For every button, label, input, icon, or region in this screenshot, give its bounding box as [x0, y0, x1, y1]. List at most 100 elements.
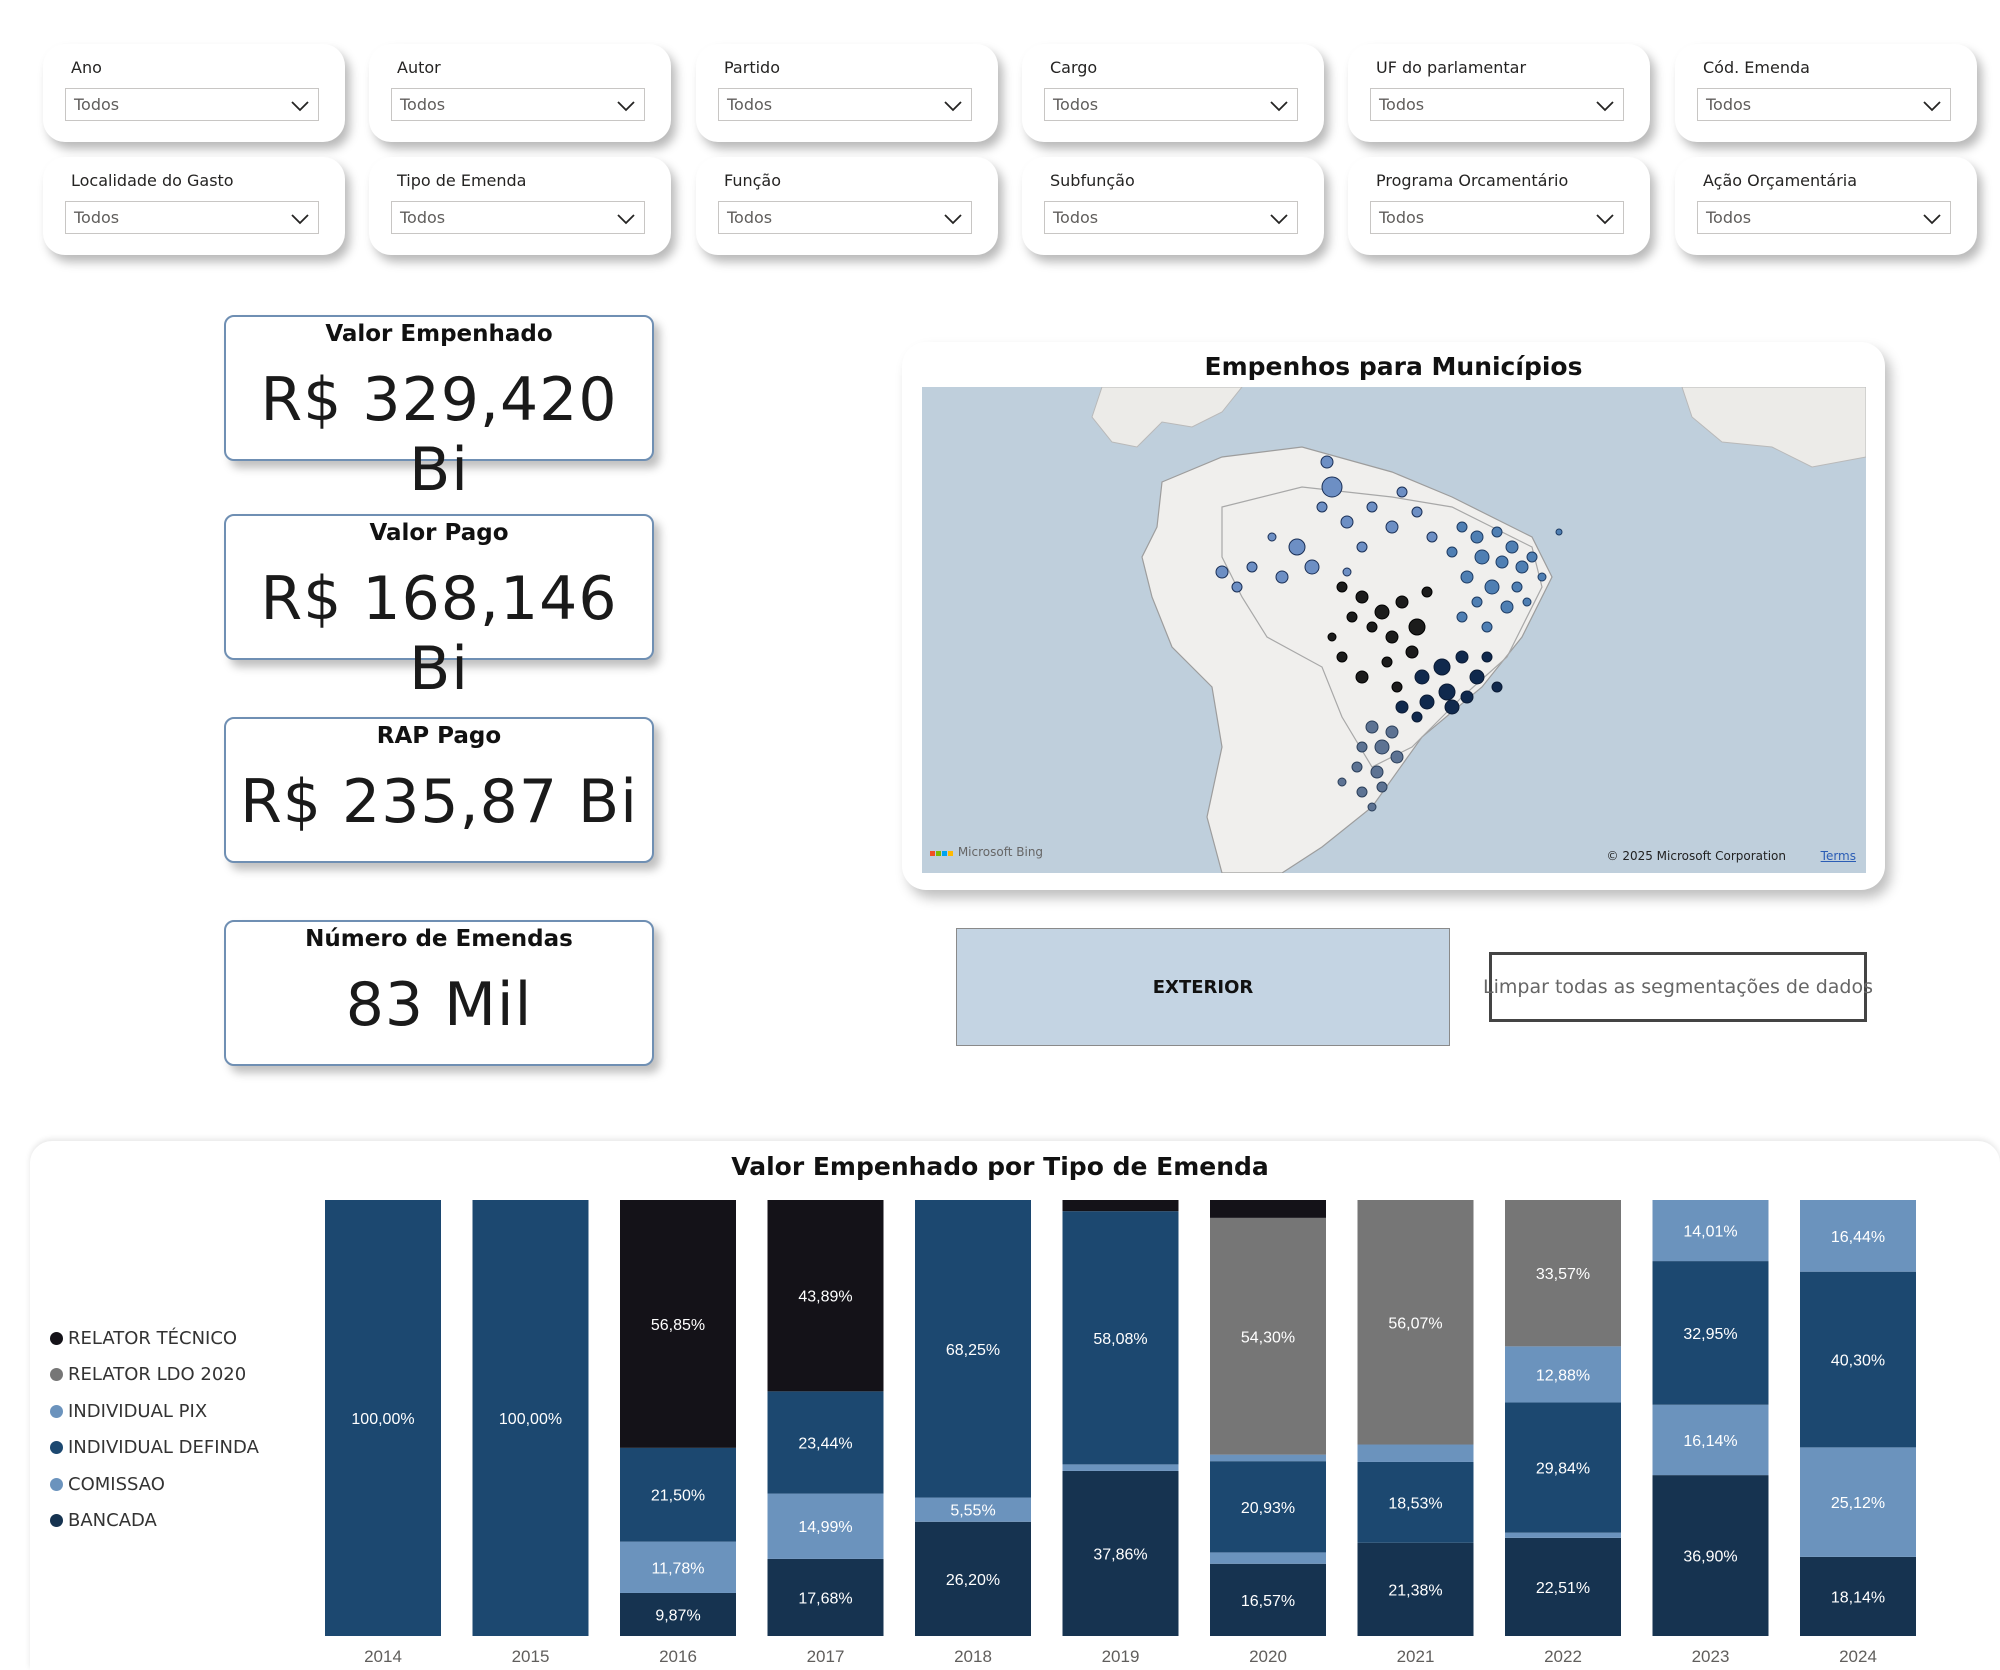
bar-data-label: 40,30%	[1831, 1353, 1885, 1370]
bar-segment[interactable]	[472, 1200, 589, 1636]
kpi-value: 83 Mil	[345, 970, 533, 1040]
bar-segment[interactable]	[915, 1200, 1031, 1498]
legend-label: BANCADA	[68, 1510, 157, 1532]
slicer-tipo-de-emenda: Tipo de Emenda Todos	[369, 157, 671, 255]
bar-segment[interactable]	[1210, 1454, 1326, 1462]
kpi-rap-pago: RAP Pago R$ 235,87 Bi	[224, 717, 654, 863]
slicer-dropdown[interactable]: Todos	[1697, 88, 1951, 121]
bar-data-label: 26,20%	[946, 1572, 1000, 1589]
legend-dot	[50, 1477, 63, 1491]
slicer-dropdown[interactable]: Todos	[391, 201, 645, 234]
bar-segment[interactable]	[1210, 1552, 1326, 1564]
bar-segment[interactable]	[1062, 1470, 1179, 1636]
bar-segment[interactable]	[620, 1541, 736, 1593]
bar-segment[interactable]	[1652, 1261, 1769, 1405]
bar-segment[interactable]	[620, 1200, 736, 1448]
legend-dot	[50, 1441, 63, 1455]
slicer-dropdown[interactable]: Todos	[718, 201, 972, 234]
bar-segment[interactable]	[767, 1391, 884, 1494]
bar-segment[interactable]	[1210, 1200, 1326, 1218]
slicer-dropdown[interactable]: Todos	[1370, 201, 1624, 234]
legend-item[interactable]: BANCADA	[50, 1503, 259, 1540]
legend-item[interactable]: COMISSAO	[50, 1466, 259, 1503]
bar-segment[interactable]	[1505, 1200, 1621, 1347]
brazil-border	[1221, 486, 1543, 768]
bar-data-label: 43,89%	[798, 1289, 852, 1306]
bar-segment[interactable]	[1062, 1464, 1179, 1471]
map-card: Empenhos para Municípios	[902, 342, 1885, 890]
bar-segment[interactable]	[620, 1447, 736, 1542]
bar-data-label: 14,01%	[1683, 1224, 1737, 1241]
slicer-label: Programa Orcamentário	[1376, 171, 1569, 190]
bar-data-label: 23,44%	[798, 1435, 852, 1452]
bar-segment[interactable]	[767, 1558, 884, 1636]
legend-item[interactable]: INDIVIDUAL PIX	[50, 1393, 259, 1430]
slicer-label: Cód. Emenda	[1703, 58, 1810, 77]
bar-segment[interactable]	[1210, 1461, 1326, 1553]
bar-data-label: 100,00%	[351, 1411, 414, 1428]
slicer-partido: Partido Todos	[696, 44, 998, 142]
x-tick-label: 2023	[1692, 1647, 1730, 1666]
bar-segment[interactable]	[767, 1200, 884, 1392]
bar-segment[interactable]	[1357, 1444, 1474, 1462]
exterior-button[interactable]: EXTERIOR	[956, 928, 1450, 1046]
bar-segment[interactable]	[767, 1493, 884, 1559]
bar-segment[interactable]	[1505, 1402, 1621, 1533]
slicer-value: Todos	[1053, 208, 1099, 227]
clear-slicers-button[interactable]: Limpar todas as segmentações de dados	[1483, 952, 1873, 1022]
slicer-dropdown[interactable]: Todos	[1044, 88, 1298, 121]
slicer-label: Autor	[397, 58, 441, 77]
bar-segment[interactable]	[1800, 1556, 1916, 1636]
bar-segment[interactable]	[1652, 1200, 1769, 1262]
bar-segment[interactable]	[1062, 1211, 1179, 1465]
bar-segment[interactable]	[1505, 1346, 1621, 1403]
bar-segment[interactable]	[1357, 1200, 1474, 1445]
bar-segment[interactable]	[1505, 1537, 1621, 1636]
bar-segment[interactable]	[620, 1592, 736, 1636]
slicer-dropdown[interactable]: Todos	[1697, 201, 1951, 234]
slicer-dropdown[interactable]: Todos	[1044, 201, 1298, 234]
kpi-numero-emendas: Número de Emendas 83 Mil	[224, 920, 654, 1066]
bar-segment[interactable]	[1357, 1542, 1474, 1636]
bar-data-label: 18,14%	[1831, 1589, 1885, 1606]
legend-item[interactable]: RELATOR LDO 2020	[50, 1357, 259, 1394]
slicer-value: Todos	[1053, 95, 1099, 114]
bar-segment[interactable]	[1505, 1532, 1621, 1538]
slicer-value: Todos	[1706, 95, 1752, 114]
legend-item[interactable]: INDIVIDUAL DEFINDA	[50, 1430, 259, 1467]
slicer-value: Todos	[1706, 208, 1752, 227]
slicer-value: Todos	[727, 208, 773, 227]
legend-dot	[50, 1368, 63, 1382]
legend-dot	[50, 1331, 63, 1345]
legend-item[interactable]: RELATOR TÉCNICO	[50, 1320, 259, 1357]
bar-segment[interactable]	[1062, 1200, 1179, 1212]
slicer-dropdown[interactable]: Todos	[65, 88, 319, 121]
x-tick-label: 2020	[1249, 1647, 1287, 1666]
bar-segment[interactable]	[1652, 1404, 1769, 1476]
bar-data-label: 5,55%	[950, 1503, 995, 1520]
bar-data-label: 17,68%	[798, 1590, 852, 1607]
map-canvas[interactable]	[922, 387, 1866, 873]
bubble-map[interactable]: Microsoft Bing © 2025 Microsoft Corporat…	[922, 387, 1866, 873]
bar-segment[interactable]	[1800, 1447, 1916, 1557]
x-tick-label: 2022	[1544, 1647, 1582, 1666]
slicer-value: Todos	[74, 95, 120, 114]
bar-segment[interactable]	[1800, 1200, 1916, 1272]
slicer-dropdown[interactable]: Todos	[65, 201, 319, 234]
bar-segment[interactable]	[915, 1521, 1031, 1636]
africa-land	[1681, 387, 1866, 468]
slicer-dropdown[interactable]: Todos	[391, 88, 645, 121]
bar-segment[interactable]	[1357, 1461, 1474, 1543]
map-terms-link[interactable]: Terms	[1820, 849, 1856, 863]
chevron-down-icon	[944, 101, 962, 112]
bar-segment[interactable]	[325, 1200, 441, 1636]
bar-segment[interactable]	[1210, 1217, 1326, 1455]
bar-segment[interactable]	[1210, 1563, 1326, 1636]
bar-segment[interactable]	[1652, 1475, 1769, 1636]
bar-segment[interactable]	[915, 1497, 1031, 1522]
slicer-dropdown[interactable]: Todos	[718, 88, 972, 121]
chevron-down-icon	[617, 101, 635, 112]
slicer-dropdown[interactable]: Todos	[1370, 88, 1624, 121]
slicer-value: Todos	[400, 208, 446, 227]
bar-segment[interactable]	[1800, 1271, 1916, 1448]
